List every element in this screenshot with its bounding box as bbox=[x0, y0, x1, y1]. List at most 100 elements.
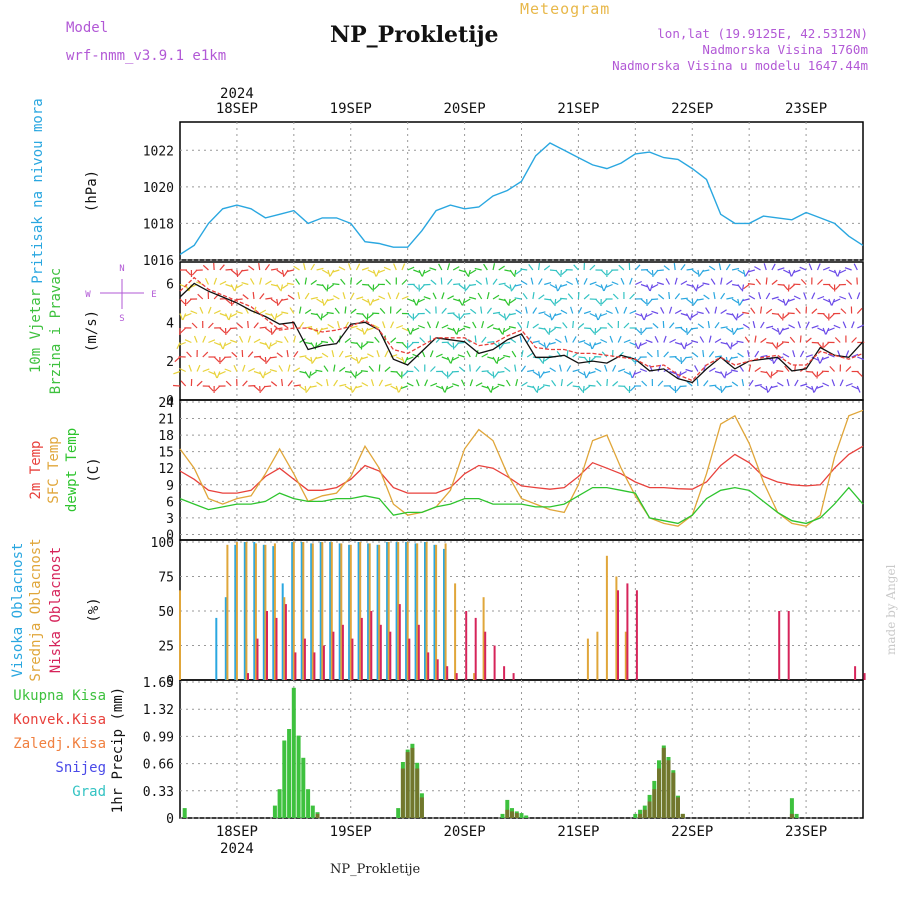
wind-arrow bbox=[299, 370, 307, 374]
wind-arrow bbox=[726, 280, 733, 285]
wind-arrow bbox=[270, 381, 278, 387]
wind-arrow bbox=[726, 327, 733, 333]
wind-arrow bbox=[492, 385, 500, 391]
wind-arrow bbox=[452, 313, 459, 319]
wind-arrow bbox=[709, 384, 717, 387]
wind-arrow bbox=[792, 350, 796, 358]
wind-arrow bbox=[853, 263, 858, 271]
wind-arrow bbox=[538, 385, 545, 391]
wind-arrow bbox=[305, 341, 313, 345]
wind-arrow bbox=[549, 313, 553, 321]
wind-arrow bbox=[600, 338, 608, 344]
cloud-bar-3 bbox=[389, 631, 392, 680]
bottom-year-label: 2024 bbox=[220, 841, 254, 857]
wind-arrow bbox=[354, 371, 358, 379]
wind-arrow bbox=[589, 264, 596, 271]
wind-arrow bbox=[475, 350, 479, 358]
wind-arrow bbox=[629, 310, 637, 315]
wind-arrow bbox=[548, 341, 556, 345]
wind-arrow bbox=[401, 356, 405, 364]
wind-arrow bbox=[731, 342, 739, 347]
wind-arrow bbox=[234, 284, 238, 292]
wind-arrow bbox=[293, 384, 301, 387]
wind-arrow bbox=[208, 322, 214, 329]
wind-arrow bbox=[270, 283, 279, 287]
wind-arrow bbox=[213, 277, 218, 285]
wind-arrow bbox=[634, 342, 639, 350]
wind-arrow bbox=[708, 335, 712, 343]
wind-arrow bbox=[639, 368, 647, 373]
wind-arrow bbox=[229, 327, 237, 330]
wind-arrow bbox=[429, 350, 434, 358]
wind-arrow bbox=[629, 385, 636, 392]
wind-arrow bbox=[697, 283, 704, 289]
top-day-label: 20SEP bbox=[444, 101, 486, 117]
wind-arrow bbox=[286, 269, 294, 273]
bottom-station-label: NP_Prokletije bbox=[330, 862, 421, 877]
wind-arrow bbox=[225, 380, 232, 387]
convective-precip-bar bbox=[657, 768, 661, 818]
wind-arrow bbox=[304, 277, 307, 285]
dewpt-axis-label: dewpt Temp bbox=[64, 428, 80, 512]
wind-arrow bbox=[532, 385, 538, 393]
wind-arrow bbox=[496, 356, 500, 364]
wind-arrow bbox=[554, 312, 562, 317]
wind-arrow bbox=[730, 342, 733, 350]
wind-arrow bbox=[819, 356, 824, 364]
wind-arrow bbox=[435, 321, 440, 329]
cloud-bar-2 bbox=[254, 543, 257, 680]
wind-arrow bbox=[617, 335, 622, 343]
low-cloud-axis-label: Niska Oblacnost bbox=[48, 547, 64, 673]
cloud-bar-3 bbox=[778, 611, 781, 680]
wind-arrow bbox=[253, 385, 260, 392]
wind-arrow bbox=[839, 295, 847, 300]
wind-arrow bbox=[492, 294, 500, 300]
cloud-bar-3 bbox=[493, 645, 496, 680]
wind-arrow bbox=[640, 283, 648, 288]
wind-arrow bbox=[555, 284, 559, 292]
wind-arrow bbox=[253, 322, 259, 329]
wind-arrow bbox=[643, 313, 648, 321]
convective-precip-bar bbox=[680, 813, 685, 818]
wind-arrow bbox=[179, 298, 186, 305]
wind-arrow bbox=[315, 356, 323, 360]
wind-arrow bbox=[265, 312, 273, 316]
wind-arrow bbox=[264, 263, 270, 271]
wind-arrow bbox=[486, 371, 494, 377]
wind-arrow bbox=[350, 277, 352, 285]
wind-arrow bbox=[304, 371, 310, 378]
wind-arrow bbox=[486, 307, 492, 314]
wind-arrow bbox=[782, 313, 784, 321]
cloud-bar-2 bbox=[179, 590, 181, 680]
y-tick-label: 18 bbox=[158, 429, 174, 444]
wind-arrow bbox=[275, 340, 283, 344]
wind-arrow bbox=[777, 327, 781, 335]
wind-arrow bbox=[406, 382, 414, 387]
wind-arrow bbox=[646, 351, 653, 358]
wind-arrow bbox=[612, 293, 619, 300]
wind-arrow bbox=[350, 325, 358, 329]
wind-arrow bbox=[702, 350, 705, 358]
wind-arrow bbox=[334, 307, 340, 314]
wind-arrow bbox=[765, 308, 773, 314]
cloud-bar-1 bbox=[405, 542, 408, 680]
wind-arrow bbox=[441, 324, 449, 329]
wind-arrow bbox=[310, 356, 313, 365]
wind-arrow bbox=[714, 355, 722, 358]
wind-arrow bbox=[720, 277, 723, 285]
wind-arrow bbox=[822, 382, 830, 387]
wind-arrow bbox=[741, 284, 745, 292]
wind-arrow bbox=[777, 267, 785, 271]
wind-arrow bbox=[848, 292, 853, 300]
top-day-label: 22SEP bbox=[671, 101, 713, 117]
wind-arrow bbox=[367, 284, 373, 291]
wind-arrow bbox=[253, 338, 261, 344]
wind-arrow bbox=[304, 292, 310, 300]
wind-arrow bbox=[857, 324, 864, 329]
wind-arrow bbox=[440, 277, 443, 285]
wind-arrow bbox=[781, 341, 790, 344]
wind-arrow bbox=[842, 321, 847, 329]
wind-arrow bbox=[737, 313, 744, 319]
wind-arrow bbox=[281, 378, 284, 387]
wind-arrow bbox=[265, 297, 273, 300]
